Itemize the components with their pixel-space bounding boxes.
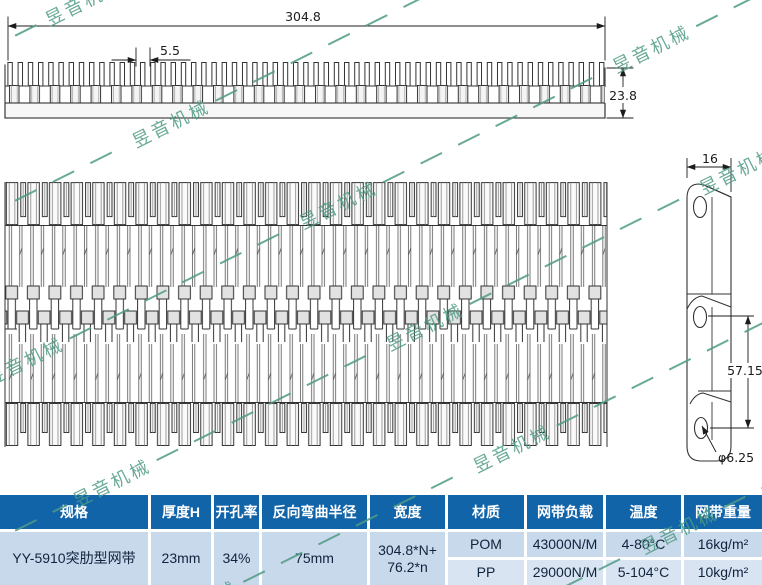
cell-load-pp: 29000N/M [527,560,603,585]
header-bend-radius: 反向弯曲半径 [262,495,367,529]
dim-link-width: 16 [686,151,732,192]
profile-teeth [5,62,605,86]
cell-spec: YY-5910突肋型网带 [0,532,148,585]
dim-rib-pitch-label: 5.5 [160,43,180,58]
cell-temp-pp: 5-104°C [606,560,681,585]
cell-material-pp: PP [448,560,524,585]
cell-thickness: 23mm [151,532,211,585]
header-material: 材质 [448,495,524,529]
dim-overall-width-label: 304.8 [285,9,321,24]
belt-mesh-pattern [5,182,607,447]
profile-base [4,102,606,119]
dim-overall-width: 304.8 [7,9,606,61]
dim-link-width-label: 16 [702,151,718,166]
header-spec: 规格 [0,495,148,529]
front-profile-view: 304.8 5.5 23.8 [4,9,641,119]
cell-open-rate: 34% [214,532,259,585]
belt-technical-drawing: 304.8 5.5 23.8 [4,9,762,465]
cell-load-pom: 43000N/M [527,532,603,557]
dim-thickness-label: 23.8 [609,88,637,103]
cell-width: 304.8*N+ 76.2*n [370,532,445,585]
cell-width-line2: 76.2*n [387,558,428,575]
header-width: 宽度 [370,495,445,529]
dim-link-pitch-label: 57.15 [727,363,762,378]
cell-material-pom: POM [448,532,524,557]
header-weight: 网带重量 [684,495,762,529]
cell-weight-pp: 10kg/m² [684,560,762,585]
profile-legs [5,85,605,103]
cell-width-line1: 304.8*N+ [378,541,437,558]
dim-hole-diameter-label: φ6.25 [718,450,754,465]
header-temperature: 温度 [606,495,681,529]
plan-view [4,182,608,447]
link-outline [686,183,732,462]
dim-rib-pitch: 5.5 [111,43,191,67]
cell-weight-pom: 16kg/m² [684,532,762,557]
header-thickness: 厚度H [151,495,211,529]
header-open-rate: 开孔率 [214,495,259,529]
cell-bend-radius: 75mm [262,532,367,585]
header-load: 网带负载 [527,495,603,529]
spec-table: 规格 厚度H 开孔率 反向弯曲半径 宽度 材质 网带负载 温度 网带重量 YY-… [0,495,762,585]
dim-thickness: 23.8 [605,67,641,119]
cell-temp-pom: 4-80°C [606,532,681,557]
side-link-view: 16 57.15 φ6.25 [686,151,762,465]
